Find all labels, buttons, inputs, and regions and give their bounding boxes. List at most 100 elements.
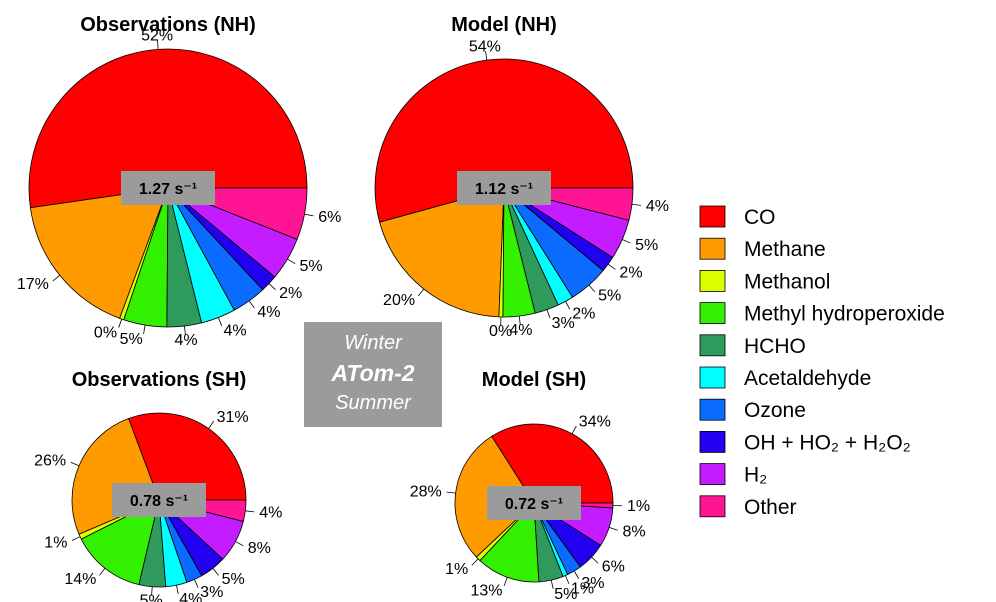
legend-swatch xyxy=(699,463,726,486)
label-leader-line xyxy=(71,536,81,541)
pie-chart-2: 31%26%1%14%5% 4%3%5%8%4%0.78 s⁻¹Observati… xyxy=(34,369,282,602)
legend-label: CO xyxy=(744,206,776,229)
slice-percent-label: 5% xyxy=(140,593,163,602)
pie-slice-methyl-hydroperoxide xyxy=(80,499,160,586)
slice-percent-label: 3% xyxy=(552,315,575,332)
total-rate-box xyxy=(112,483,206,517)
slice-percent-label: 0% xyxy=(489,323,512,340)
label-leader-line xyxy=(143,325,146,335)
slice-percent-label: 2% xyxy=(279,285,302,302)
label-leader-line xyxy=(631,203,641,206)
pie-title: Model (SH) xyxy=(482,369,586,391)
label-leader-line xyxy=(607,263,616,270)
slice-percent-label: 5% xyxy=(120,331,143,348)
legend-label: Methane xyxy=(744,238,826,261)
label-leader-line xyxy=(118,318,123,328)
season-top-label: Winter xyxy=(344,332,402,354)
slice-percent-label: 2% xyxy=(572,306,595,323)
slice-percent-label: 6% xyxy=(602,559,625,576)
slice-percent-label: 5% xyxy=(554,586,577,602)
legend-swatch xyxy=(699,237,726,260)
label-leader-line xyxy=(184,325,186,336)
label-leader-line xyxy=(212,568,219,576)
legend: CO Methane Methanol Methyl hydroperoxide HCH… xyxy=(699,205,945,519)
label-leader-line xyxy=(609,527,618,531)
slice-percent-label: 5% xyxy=(598,288,621,305)
label-leader-line xyxy=(176,585,179,595)
slice-percent-label: 14% xyxy=(64,571,96,588)
slice-percent-label: 4% xyxy=(509,322,532,339)
total-rate-label: 1.12 s⁻¹ xyxy=(475,181,533,198)
label-leader-line xyxy=(622,239,631,244)
legend-swatch xyxy=(699,495,726,518)
label-leader-line xyxy=(550,580,554,589)
label-leader-line xyxy=(588,284,596,293)
label-leader-line xyxy=(287,258,296,265)
slice-percent-label: 5% xyxy=(635,237,658,254)
campaign-name-label: ATom-2 xyxy=(331,360,415,386)
legend-swatch xyxy=(699,334,726,357)
pie-chart-0: 52%17%0% 5% 4%4%4%2%5%6%1.27 s⁻¹Observatio… xyxy=(17,14,341,349)
slice-percent-label: 4% xyxy=(646,198,669,215)
legend-swatch xyxy=(699,269,726,292)
pie-slice-methane xyxy=(379,187,505,318)
legend-swatch xyxy=(699,430,726,453)
pie-title: Model (NH) xyxy=(451,14,557,36)
pie-title: Observations (SH) xyxy=(72,369,246,391)
slice-percent-label: 4% xyxy=(179,591,202,602)
slice-percent-label: 1% xyxy=(627,498,650,515)
label-leader-line xyxy=(573,570,580,579)
total-rate-box xyxy=(487,486,581,520)
total-rate-label: 1.27 s⁻¹ xyxy=(139,181,197,198)
label-leader-line xyxy=(591,556,599,564)
slice-percent-label: 34% xyxy=(579,414,611,431)
label-leader-line xyxy=(157,40,159,50)
label-leader-line xyxy=(546,309,551,319)
slice-percent-label: 26% xyxy=(34,452,66,469)
legend-label: Other xyxy=(744,496,797,519)
label-leader-line xyxy=(52,274,61,282)
label-leader-line xyxy=(571,425,577,434)
slice-percent-label: 4% xyxy=(257,304,280,321)
pie-slice-methyl-hydroperoxide xyxy=(479,502,540,583)
slice-percent-label: 52% xyxy=(141,27,173,44)
label-leader-line xyxy=(245,510,255,513)
label-leader-line xyxy=(151,586,153,596)
legend-swatch xyxy=(699,302,726,325)
slice-percent-label: 5% xyxy=(222,571,245,588)
label-leader-line xyxy=(565,301,571,310)
label-leader-line xyxy=(70,461,80,467)
slice-percent-label: 1% xyxy=(44,535,67,552)
label-leader-line xyxy=(518,316,521,326)
slice-percent-label: 28% xyxy=(410,483,442,500)
total-rate-box xyxy=(457,171,551,205)
slice-percent-label: 8% xyxy=(248,540,271,557)
label-leader-line xyxy=(446,491,456,494)
label-leader-line xyxy=(248,300,255,309)
pie-slice-co xyxy=(374,58,634,223)
legend-label: Ozone xyxy=(744,399,806,422)
legend-label: OH + HO₂ + H₂O₂ xyxy=(744,431,911,454)
slice-percent-label: 4% xyxy=(223,323,246,340)
label-leader-line xyxy=(268,283,276,291)
slice-percent-label: 20% xyxy=(383,292,415,309)
label-leader-line xyxy=(208,420,215,429)
legend-label: H₂ xyxy=(744,464,767,487)
pie-slice-co xyxy=(491,423,614,504)
legend-label: Acetaldehyde xyxy=(744,367,871,390)
season-bottom-label: Summer xyxy=(335,392,411,414)
slice-percent-label: 4% xyxy=(175,332,198,349)
label-leader-line xyxy=(235,541,244,547)
label-leader-line xyxy=(194,579,199,588)
total-rate-label: 0.78 s⁻¹ xyxy=(130,493,188,510)
label-leader-line xyxy=(485,51,488,61)
pie-title: Observations (NH) xyxy=(80,14,256,36)
slice-percent-label: 2% xyxy=(619,264,642,281)
campaign-label-box: Winter ATom-2 Summer xyxy=(304,322,442,427)
slice-percent-label: 3% xyxy=(581,575,604,592)
pie-slice-methane xyxy=(29,187,169,319)
label-leader-line xyxy=(304,213,314,217)
label-leader-line xyxy=(417,288,425,297)
legend-swatch xyxy=(699,205,726,228)
legend-label: Methyl hydroperoxide xyxy=(744,303,945,326)
